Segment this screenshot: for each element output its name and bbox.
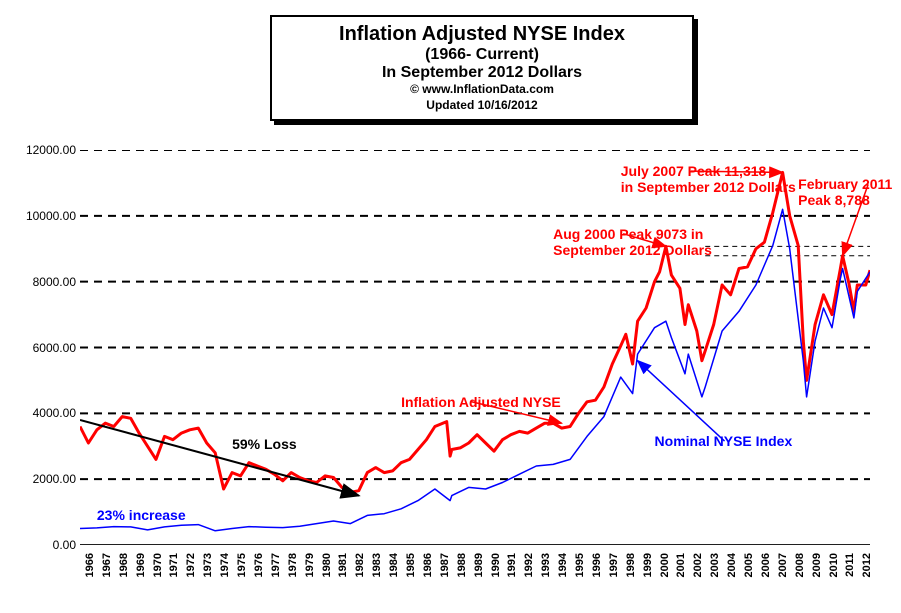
x-tick-label: 1981 [337,553,349,577]
y-tick-label: 10000.00 [26,209,76,223]
data-series [80,172,870,530]
x-tick-label: 2006 [760,553,772,577]
x-tick-label: 1998 [625,553,637,577]
x-tick-label: 1985 [405,553,417,577]
x-tick-label: 1968 [118,553,130,577]
x-tick-label: 2009 [811,553,823,577]
x-tick-label: 1991 [506,553,518,577]
x-tick-label: 1995 [574,553,586,577]
x-tick-label: 1989 [473,553,485,577]
x-tick-label: 2003 [709,553,721,577]
y-tick-label: 0.00 [53,538,76,552]
x-tick-label: 2012 [861,553,873,577]
annotation-text: 23% increase [97,507,186,523]
x-tick-label: 2010 [828,553,840,577]
x-tick-label: 1997 [608,553,620,577]
annotation-text: Aug 2000 Peak 9073 in September 2012 Dol… [553,226,712,258]
x-tick-label: 2004 [726,553,738,577]
grid-lines [80,150,870,545]
annotation-arrow [638,361,725,441]
x-tick-label: 2002 [692,553,704,577]
x-tick-label: 1969 [135,553,147,577]
trend-arrow [80,420,359,496]
annotation-text: July 2007 Peak 11,318 in September 2012 … [621,163,796,195]
x-tick-label: 1970 [152,553,164,577]
x-tick-label: 1982 [354,553,366,577]
x-tick-label: 1999 [642,553,654,577]
x-tick-label: 1975 [236,553,248,577]
x-tick-label: 1978 [287,553,299,577]
x-tick-label: 1976 [253,553,265,577]
x-tick-label: 1966 [84,553,96,577]
x-tick-label: 2011 [844,553,856,577]
annotation-text: February 2011 Peak 8,788 [798,176,892,208]
x-tick-label: 2000 [659,553,671,577]
x-tick-label: 2001 [675,553,687,577]
x-tick-label: 1967 [101,553,113,577]
y-tick-label: 12000.00 [26,143,76,157]
plot-svg [80,150,870,545]
y-tick-label: 6000.00 [33,341,76,355]
x-tick-label: 1973 [202,553,214,577]
x-tick-label: 1987 [439,553,451,577]
y-tick-label: 2000.00 [33,472,76,486]
x-tick-label: 1988 [456,553,468,577]
x-tick-label: 1984 [388,553,400,577]
annotation-text: 59% Loss [232,436,297,452]
chart-container: Inflation Adjusted NYSE Index (1966- Cur… [10,10,891,603]
chart-dollars-line: In September 2012 Dollars [282,64,682,82]
x-tick-label: 2007 [777,553,789,577]
x-tick-label: 1979 [304,553,316,577]
x-tick-label: 1990 [490,553,502,577]
title-box: Inflation Adjusted NYSE Index (1966- Cur… [270,15,694,121]
chart-title: Inflation Adjusted NYSE Index [282,23,682,46]
x-tick-label: 1983 [371,553,383,577]
x-tick-label: 1994 [557,553,569,577]
x-tick-label: 2005 [743,553,755,577]
x-tick-label: 1996 [591,553,603,577]
x-tick-label: 1980 [321,553,333,577]
y-tick-label: 4000.00 [33,406,76,420]
x-tick-label: 1972 [185,553,197,577]
x-tick-label: 1993 [540,553,552,577]
x-tick-label: 1992 [523,553,535,577]
chart-updated: Updated 10/16/2012 [282,98,682,114]
chart-subtitle: (1966- Current) [282,46,682,64]
chart-copyright: © www.InflationData.com [282,82,682,98]
x-tick-label: 1977 [270,553,282,577]
x-tick-label: 2008 [794,553,806,577]
annotation-text: Inflation Adjusted NYSE [401,394,561,410]
x-tick-label: 1986 [422,553,434,577]
y-tick-label: 8000.00 [33,275,76,289]
annotation-text: Nominal NYSE Index [655,433,793,449]
x-tick-label: 1974 [219,553,231,577]
x-tick-label: 1971 [168,553,180,577]
